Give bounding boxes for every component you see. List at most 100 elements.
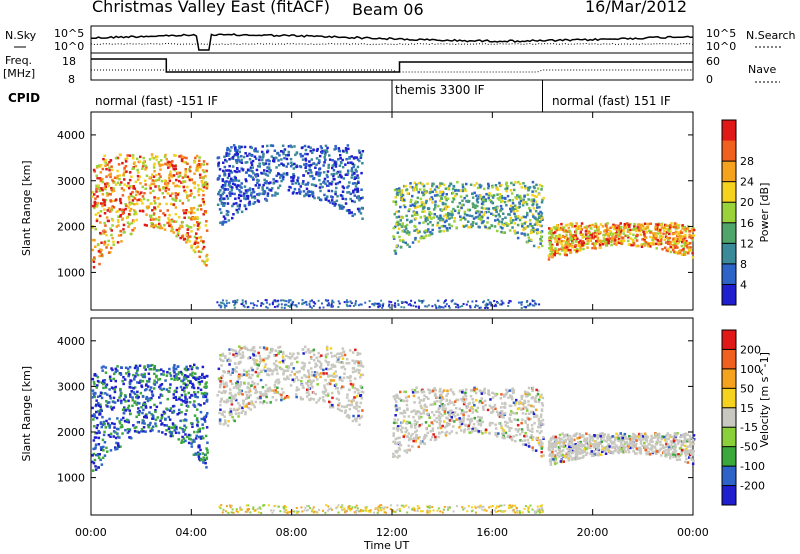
velocity-echo [238,345,241,348]
power-echo [155,173,158,177]
power-echo [110,208,114,212]
velocity-echo [223,415,226,418]
velocity-echo [148,398,152,402]
power-echo [95,219,99,223]
power-echo [188,178,192,182]
velocity-echo [198,383,202,386]
power-echo [500,207,503,211]
power-echo [238,146,241,150]
power-echo [553,253,556,257]
power-near-range-echo [389,306,392,309]
velocity-echo [109,379,113,382]
power-echo [183,211,186,215]
power-near-range-echo [289,299,292,302]
velocity-echo [262,392,265,396]
power-echo [248,158,252,161]
power-echo [451,191,455,195]
power-echo [400,191,403,195]
velocity-echo [188,396,192,399]
power-echo [152,164,156,167]
power-echo [221,184,225,187]
power-echo [571,240,574,243]
power-echo [611,235,614,238]
velocity-echo [327,368,330,371]
power-echo [464,189,467,193]
power-echo [414,200,417,203]
power-echo [536,223,539,226]
velocity-echo [128,436,131,439]
power-echo [636,223,640,226]
power-echo [566,239,569,242]
power-near-range-echo [382,304,384,307]
power-echo [619,222,622,225]
power-echo [168,174,171,177]
power-echo [659,242,662,246]
velocity-echo [95,431,99,435]
power-near-range-echo [266,306,269,309]
power-echo [607,241,610,245]
power-echo [324,144,328,148]
velocity-echo [167,427,171,430]
velocity-echo [292,367,295,370]
power-echo [152,218,155,221]
power-echo [520,232,523,235]
power-echo [274,191,277,194]
power-echo [344,147,348,150]
velocity-echo [291,355,294,358]
velocity-echo [179,419,182,423]
power-echo [629,232,632,235]
power-echo [494,214,498,218]
velocity-echo [338,376,342,379]
power-echo [406,192,409,195]
velocity-echo [160,415,164,418]
velocity-echo [114,367,117,371]
power-echo [132,162,136,165]
power-echo [548,241,552,244]
velocity-echo [272,362,276,365]
power-echo [148,176,152,179]
power-echo [462,216,466,219]
velocity-echo [308,378,312,382]
power-echo [357,181,360,184]
velocity-echo [296,360,299,364]
power-echo [352,157,356,160]
velocity-echo [143,422,146,425]
power-echo [222,197,226,200]
velocity-echo [314,375,317,379]
velocity-echo [151,417,154,420]
power-echo [358,199,361,202]
power-echo [188,235,192,238]
velocity-echo [96,410,100,413]
velocity-echo [273,385,277,389]
power-echo [234,159,238,162]
power-echo [500,183,503,187]
velocity-echo [185,398,188,401]
power-echo [563,251,567,255]
power-echo [168,160,171,164]
power-echo [414,185,418,188]
power-echo [513,222,517,225]
power-echo [109,172,112,175]
velocity-echo [238,407,241,410]
velocity-echo [197,455,201,458]
velocity-echo [528,412,531,415]
power-echo [606,222,609,225]
velocity-echo [109,449,113,452]
velocity-echo [173,367,176,371]
power-echo [663,238,667,242]
power-echo [411,194,414,198]
power-echo [527,198,530,201]
power-echo [196,208,199,211]
power-echo [231,156,235,159]
power-near-range-echo [448,305,450,308]
velocity-echo [219,408,222,411]
velocity-echo [275,368,279,372]
power-echo [278,184,282,187]
power-echo [106,163,109,166]
power-echo [100,254,104,257]
velocity-echo [476,410,479,413]
power-echo [318,186,322,189]
velocity-echo [259,391,262,394]
power-echo [239,199,242,203]
power-echo [463,196,466,200]
